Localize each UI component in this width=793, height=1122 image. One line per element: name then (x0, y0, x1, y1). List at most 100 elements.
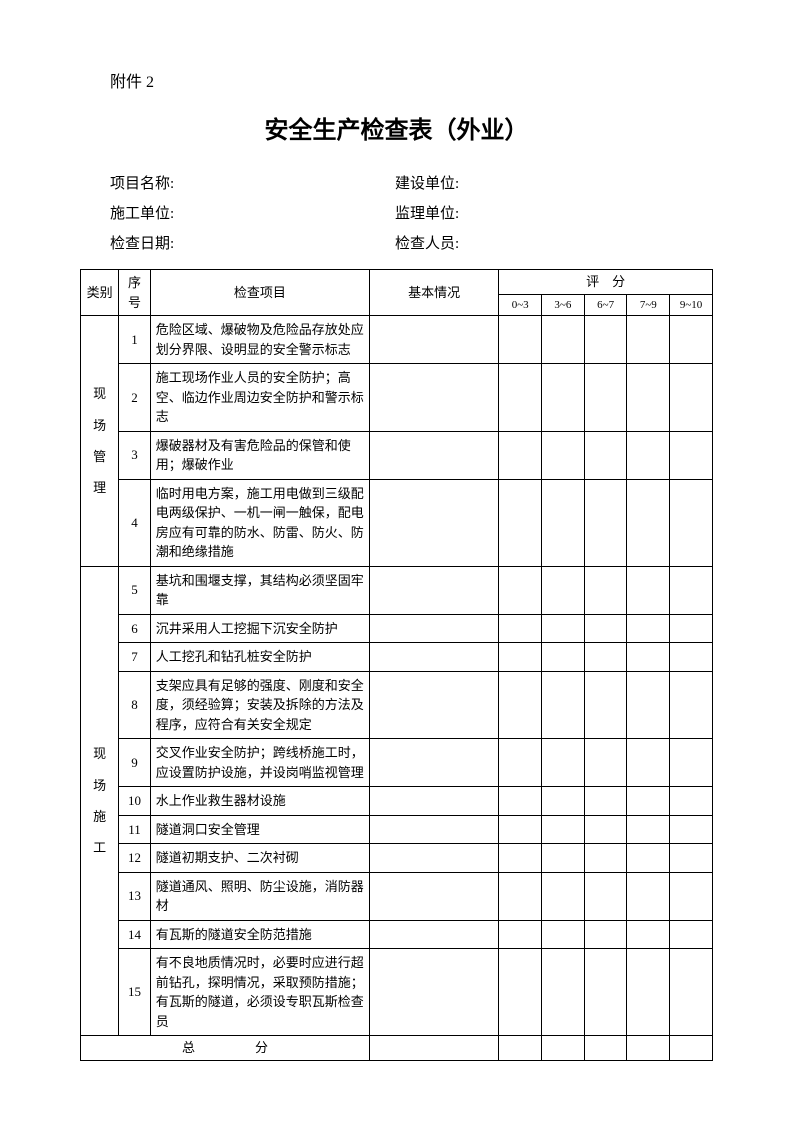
total-score-cell (627, 1036, 670, 1061)
score-cell (542, 949, 585, 1036)
item-cell: 隧道初期支护、二次衬砌 (150, 844, 369, 873)
basic-cell (370, 566, 499, 614)
basic-cell (370, 364, 499, 432)
score-cell (499, 364, 542, 432)
score-cell (670, 815, 713, 844)
table-row: 12 隧道初期支护、二次衬砌 (81, 844, 713, 873)
score-cell (584, 844, 627, 873)
header-basic: 基本情况 (370, 270, 499, 316)
basic-cell (370, 815, 499, 844)
basic-cell (370, 920, 499, 949)
header-item: 检查项目 (150, 270, 369, 316)
score-cell (542, 920, 585, 949)
basic-cell (370, 316, 499, 364)
info-section: 项目名称: 建设单位: 施工单位: 监理单位: 检查日期: 检查人员: (110, 169, 713, 259)
score-cell (584, 316, 627, 364)
score-cell (670, 844, 713, 873)
score-cell (499, 643, 542, 672)
basic-cell (370, 739, 499, 787)
score-range-4: 9~10 (670, 294, 713, 316)
score-cell (627, 787, 670, 816)
item-cell: 隧道通风、照明、防尘设施，消防器材 (150, 872, 369, 920)
basic-cell (370, 949, 499, 1036)
score-cell (627, 671, 670, 739)
total-basic-cell (370, 1036, 499, 1061)
category-cell: 现场施工 (81, 566, 119, 1036)
seq-cell: 8 (119, 671, 150, 739)
table-row: 现场施工 5 基坑和围堰支撑，其结构必须坚固牢靠 (81, 566, 713, 614)
score-cell (542, 364, 585, 432)
total-label: 总分 (81, 1036, 370, 1061)
score-cell (584, 614, 627, 643)
score-cell (670, 643, 713, 672)
score-cell (542, 872, 585, 920)
attachment-label: 附件 2 (110, 68, 713, 92)
table-row: 7 人工挖孔和钻孔桩安全防护 (81, 643, 713, 672)
item-cell: 隧道洞口安全管理 (150, 815, 369, 844)
seq-cell: 12 (119, 844, 150, 873)
item-cell: 临时用电方案，施工用电做到三级配电两级保护、一机一闸一触保，配电房应有可靠的防水… (150, 479, 369, 566)
score-cell (670, 739, 713, 787)
table-row: 9 交叉作业安全防护；跨线桥施工时，应设置防护设施，并设岗哨监视管理 (81, 739, 713, 787)
score-cell (499, 787, 542, 816)
table-row: 2 施工现场作业人员的安全防护；高空、临边作业周边安全防护和警示标志 (81, 364, 713, 432)
score-cell (670, 566, 713, 614)
seq-cell: 3 (119, 431, 150, 479)
score-range-2: 6~7 (584, 294, 627, 316)
score-cell (627, 643, 670, 672)
score-cell (584, 739, 627, 787)
seq-cell: 15 (119, 949, 150, 1036)
score-cell (542, 739, 585, 787)
table-row: 3 爆破器材及有害危险品的保管和使用；爆破作业 (81, 431, 713, 479)
score-cell (670, 787, 713, 816)
score-cell (499, 872, 542, 920)
seq-cell: 11 (119, 815, 150, 844)
seq-cell: 10 (119, 787, 150, 816)
table-row: 15 有不良地质情况时，必要时应进行超前钻孔，探明情况，采取预防措施；有瓦斯的隧… (81, 949, 713, 1036)
score-cell (670, 920, 713, 949)
score-cell (627, 949, 670, 1036)
header-seq: 序号 (119, 270, 150, 316)
basic-cell (370, 671, 499, 739)
basic-cell (370, 872, 499, 920)
item-cell: 危险区域、爆破物及危险品存放处应划分界限、设明显的安全警示标志 (150, 316, 369, 364)
basic-cell (370, 431, 499, 479)
item-cell: 支架应具有足够的强度、刚度和安全度，须经验算；安装及拆除的方法及程序，应符合有关… (150, 671, 369, 739)
score-cell (670, 364, 713, 432)
score-cell (627, 739, 670, 787)
score-cell (627, 815, 670, 844)
score-cell (627, 920, 670, 949)
item-cell: 施工现场作业人员的安全防护；高空、临边作业周边安全防护和警示标志 (150, 364, 369, 432)
score-cell (584, 872, 627, 920)
table-row: 11 隧道洞口安全管理 (81, 815, 713, 844)
score-cell (542, 316, 585, 364)
basic-cell (370, 614, 499, 643)
score-cell (627, 872, 670, 920)
item-cell: 水上作业救生器材设施 (150, 787, 369, 816)
score-cell (627, 316, 670, 364)
score-cell (670, 949, 713, 1036)
basic-cell (370, 479, 499, 566)
score-cell (499, 614, 542, 643)
table-row: 4 临时用电方案，施工用电做到三级配电两级保护、一机一闸一触保，配电房应有可靠的… (81, 479, 713, 566)
score-cell (584, 479, 627, 566)
score-cell (499, 479, 542, 566)
item-cell: 有不良地质情况时，必要时应进行超前钻孔，探明情况，采取预防措施；有瓦斯的隧道，必… (150, 949, 369, 1036)
score-cell (670, 479, 713, 566)
basic-cell (370, 787, 499, 816)
header-category: 类别 (81, 270, 119, 316)
score-cell (542, 566, 585, 614)
score-cell (670, 671, 713, 739)
score-cell (499, 920, 542, 949)
score-cell (584, 643, 627, 672)
total-score-cell (542, 1036, 585, 1061)
seq-cell: 4 (119, 479, 150, 566)
table-row: 13 隧道通风、照明、防尘设施，消防器材 (81, 872, 713, 920)
total-score-cell (584, 1036, 627, 1061)
score-cell (584, 787, 627, 816)
item-cell: 有瓦斯的隧道安全防范措施 (150, 920, 369, 949)
score-cell (627, 364, 670, 432)
item-cell: 爆破器材及有害危险品的保管和使用；爆破作业 (150, 431, 369, 479)
score-cell (542, 431, 585, 479)
table-row: 10 水上作业救生器材设施 (81, 787, 713, 816)
